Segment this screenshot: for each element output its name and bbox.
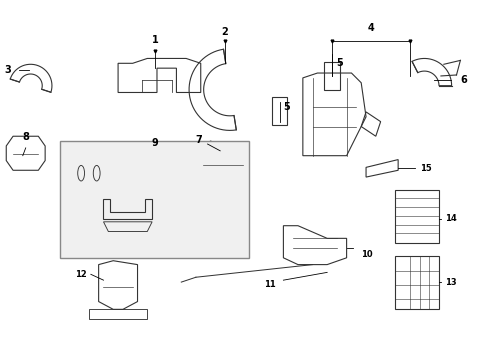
Text: 11: 11 [264,280,275,289]
Text: 4: 4 [367,23,373,33]
Text: 5: 5 [283,102,289,112]
Text: 3: 3 [4,65,11,75]
Text: 5: 5 [335,58,342,68]
Text: 1: 1 [151,35,158,45]
Text: 2: 2 [221,27,228,37]
Text: 12: 12 [75,270,87,279]
Text: 6: 6 [459,75,466,85]
Text: 14: 14 [444,215,456,224]
Text: 13: 13 [444,278,455,287]
Text: 9: 9 [151,138,158,148]
Text: 8: 8 [22,132,29,142]
Text: 15: 15 [419,164,430,173]
Text: 10: 10 [361,250,372,259]
Text: 7: 7 [195,135,201,145]
FancyBboxPatch shape [60,141,249,258]
